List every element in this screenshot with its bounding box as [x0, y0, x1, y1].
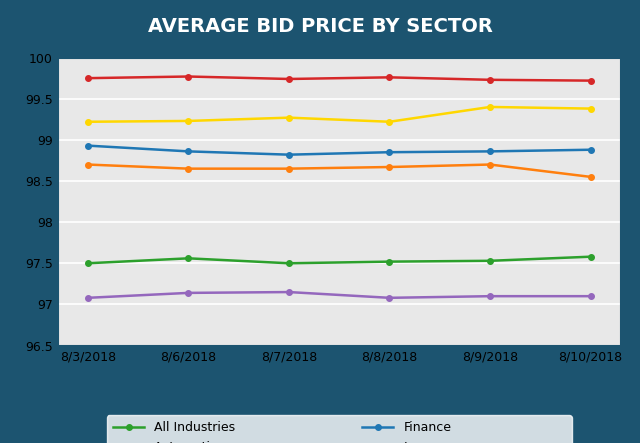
Automotive [84, 295, 92, 300]
All Industries [184, 256, 192, 261]
Insurance [184, 118, 192, 124]
Text: AVERAGE BID PRICE BY SECTOR: AVERAGE BID PRICE BY SECTOR [148, 17, 492, 36]
Line: All Industries: All Industries [85, 254, 593, 266]
All Industries [84, 260, 92, 266]
All Industries [587, 254, 595, 259]
Transportation: Consumer: (3, 99.8): Consumer: (3, 99.8) [386, 75, 394, 80]
Transportation: Consumer: (1, 99.8): Consumer: (1, 99.8) [184, 74, 192, 79]
Containers, Packaging, & Glass [285, 166, 292, 171]
Finance [285, 152, 292, 157]
Line: Containers, Packaging, & Glass: Containers, Packaging, & Glass [85, 162, 593, 180]
Automotive [184, 290, 192, 295]
Insurance [386, 119, 394, 124]
Insurance [84, 119, 92, 124]
Insurance [285, 115, 292, 120]
All Industries [486, 258, 494, 264]
Containers, Packaging, & Glass [386, 164, 394, 170]
Insurance [486, 104, 494, 109]
Transportation: Consumer: (5, 99.7): Consumer: (5, 99.7) [587, 78, 595, 83]
Automotive [285, 289, 292, 295]
Transportation: Consumer: (0, 99.8): Consumer: (0, 99.8) [84, 75, 92, 81]
Finance [184, 149, 192, 154]
Automotive [486, 294, 494, 299]
Containers, Packaging, & Glass [486, 162, 494, 167]
Line: Insurance: Insurance [85, 104, 593, 124]
Line: Automotive: Automotive [85, 289, 593, 301]
Finance [84, 143, 92, 148]
Automotive [587, 294, 595, 299]
Line: Finance: Finance [85, 143, 593, 157]
All Industries [386, 259, 394, 264]
Finance [587, 147, 595, 152]
Finance [486, 149, 494, 154]
All Industries [285, 260, 292, 266]
Containers, Packaging, & Glass [184, 166, 192, 171]
Insurance [587, 106, 595, 111]
Containers, Packaging, & Glass [587, 174, 595, 179]
Automotive [386, 295, 394, 300]
Line: Transportation: Consumer: Transportation: Consumer [85, 74, 593, 83]
Legend: All Industries, Automotive, Containers, Packaging, & Glass, Finance, Insurance, : All Industries, Automotive, Containers, … [107, 415, 572, 443]
Containers, Packaging, & Glass [84, 162, 92, 167]
Finance [386, 150, 394, 155]
Transportation: Consumer: (2, 99.7): Consumer: (2, 99.7) [285, 76, 292, 82]
Transportation: Consumer: (4, 99.7): Consumer: (4, 99.7) [486, 77, 494, 82]
